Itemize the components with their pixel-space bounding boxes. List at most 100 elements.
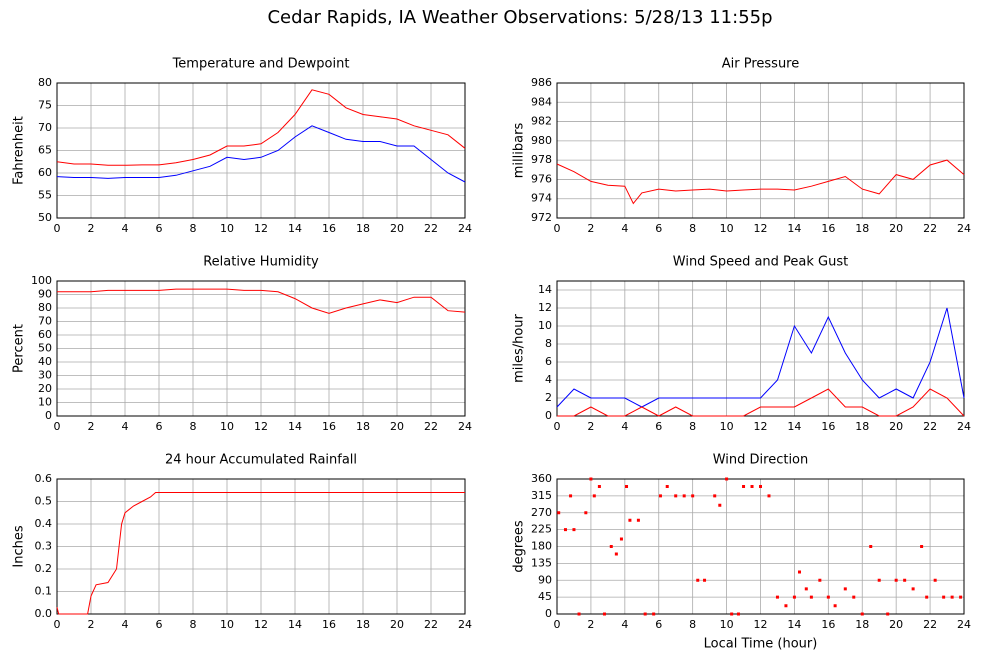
x-tick-label: 0 xyxy=(554,618,561,631)
x-tick-label: 12 xyxy=(254,618,268,631)
data-point xyxy=(569,494,573,498)
x-tick-label: 2 xyxy=(587,618,594,631)
x-tick-label: 2 xyxy=(88,420,95,433)
x-tick-label: 4 xyxy=(621,420,628,433)
data-point xyxy=(725,477,729,481)
data-line xyxy=(556,159,965,205)
x-tick-label: 6 xyxy=(655,420,662,433)
x-tick-label: 0 xyxy=(554,420,561,433)
x-tick-label: 2 xyxy=(88,222,95,235)
data-point xyxy=(625,485,629,488)
data-point xyxy=(589,477,593,481)
data-point xyxy=(602,612,606,616)
x-tick-label: 16 xyxy=(821,420,835,433)
y-axis-label: millibars xyxy=(512,123,527,179)
y-tick-label: 974 xyxy=(531,192,552,205)
y-tick-label: 4 xyxy=(545,373,552,386)
data-point xyxy=(742,485,746,488)
data-point xyxy=(563,528,567,532)
plot-frame xyxy=(56,82,466,219)
chart-title: Wind Direction xyxy=(713,453,809,468)
x-tick-label: 18 xyxy=(855,618,869,631)
data-point xyxy=(730,612,734,616)
data-point xyxy=(643,612,647,616)
y-tick-label: 0 xyxy=(545,607,552,620)
data-point xyxy=(674,494,678,498)
x-tick-label: 4 xyxy=(621,222,628,235)
x-tick-label: 2 xyxy=(587,420,594,433)
y-tick-label: 972 xyxy=(531,211,552,224)
x-tick-label: 0 xyxy=(54,618,61,631)
y-tick-label: 225 xyxy=(531,523,552,536)
x-tick-label: 16 xyxy=(322,222,336,235)
y-tick-label: 360 xyxy=(531,472,552,485)
x-tick-label: 22 xyxy=(923,420,937,433)
x-tick-label: 6 xyxy=(655,222,662,235)
data-point xyxy=(736,612,740,616)
data-point xyxy=(959,595,963,599)
data-point xyxy=(942,595,946,599)
x-tick-label: 8 xyxy=(689,618,696,631)
x-tick-label: 24 xyxy=(458,618,472,631)
x-tick-label: 10 xyxy=(220,420,234,433)
x-tick-label: 2 xyxy=(587,222,594,235)
y-tick-label: 986 xyxy=(531,76,552,89)
x-tick-label: 6 xyxy=(655,618,662,631)
data-point xyxy=(703,578,707,582)
y-tick-label: 10 xyxy=(538,319,552,332)
data-point xyxy=(691,494,695,498)
y-axis-label: Percent xyxy=(12,324,27,373)
data-point xyxy=(933,578,937,582)
x-tick-label: 0 xyxy=(54,420,61,433)
x-tick-label: 18 xyxy=(356,618,370,631)
data-point xyxy=(597,485,601,488)
plot-frame xyxy=(56,280,466,417)
x-tick-label: 16 xyxy=(322,618,336,631)
y-tick-label: 8 xyxy=(545,337,552,350)
x-tick-label: 24 xyxy=(957,420,971,433)
y-tick-label: 45 xyxy=(538,590,552,603)
data-point xyxy=(911,587,915,591)
y-axis-label: degrees xyxy=(512,520,527,573)
data-point xyxy=(619,537,623,541)
data-point xyxy=(920,545,924,548)
x-tick-label: 24 xyxy=(957,222,971,235)
data-point xyxy=(682,494,686,498)
x-tick-label: 20 xyxy=(889,618,903,631)
data-point xyxy=(577,612,581,616)
chart-title: Temperature and Dewpoint xyxy=(172,57,350,72)
y-tick-label: 0 xyxy=(45,409,52,422)
data-point xyxy=(652,612,656,616)
y-tick-label: 75 xyxy=(38,99,52,112)
x-tick-label: 22 xyxy=(424,222,438,235)
x-tick-label: 12 xyxy=(754,222,768,235)
data-point xyxy=(609,545,613,548)
page-title: Cedar Rapids, IA Weather Observations: 5… xyxy=(267,7,772,28)
y-tick-label: 982 xyxy=(531,115,552,128)
x-tick-label: 10 xyxy=(220,618,234,631)
x-tick-label: 10 xyxy=(720,618,734,631)
y-tick-label: 30 xyxy=(38,369,52,382)
x-tick-label: 14 xyxy=(288,618,302,631)
y-tick-label: 978 xyxy=(531,153,552,166)
y-tick-label: 80 xyxy=(38,301,52,314)
x-tick-label: 4 xyxy=(122,420,129,433)
y-tick-label: 65 xyxy=(38,144,52,157)
y-tick-label: 135 xyxy=(531,556,552,569)
data-point xyxy=(843,587,847,591)
x-tick-label: 20 xyxy=(390,420,404,433)
y-tick-label: 315 xyxy=(531,489,552,502)
y-tick-label: 980 xyxy=(531,134,552,147)
chart-title: Wind Speed and Peak Gust xyxy=(673,255,848,270)
y-tick-label: 50 xyxy=(38,211,52,224)
data-point xyxy=(804,587,808,591)
x-tick-label: 18 xyxy=(356,420,370,433)
data-point xyxy=(767,494,771,498)
x-tick-label: 18 xyxy=(356,222,370,235)
x-tick-label: 6 xyxy=(156,618,163,631)
x-tick-label: 8 xyxy=(689,222,696,235)
x-tick-label: 8 xyxy=(190,420,197,433)
chart-title: Relative Humidity xyxy=(203,255,319,270)
data-point xyxy=(903,578,907,582)
